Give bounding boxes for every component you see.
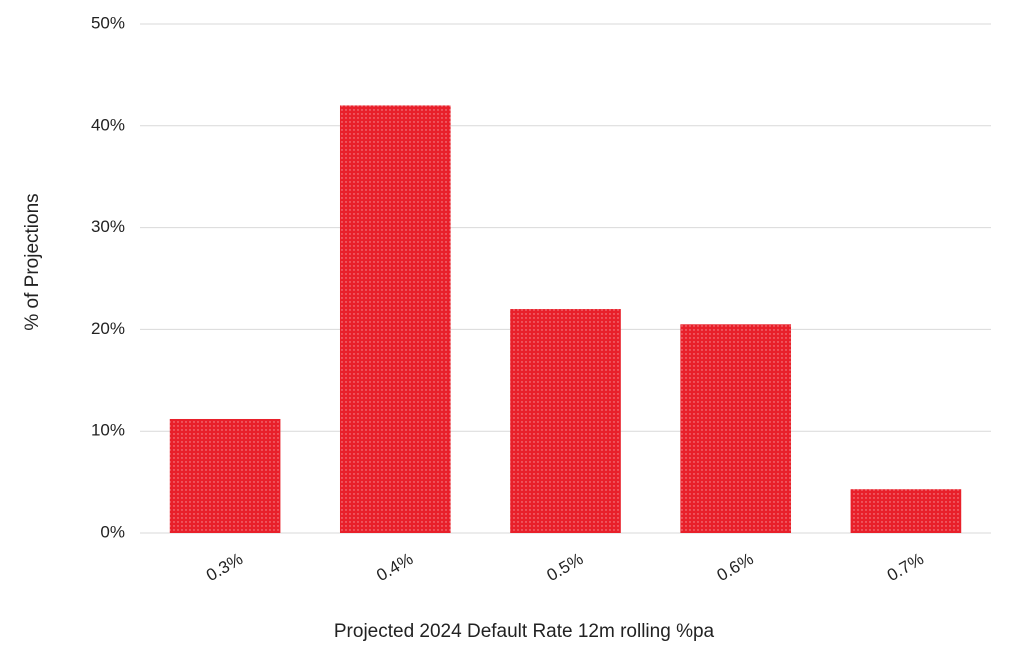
- bar-group: [510, 309, 621, 533]
- x-tick-label: 0.6%: [714, 549, 757, 585]
- y-axis-title: % of Projections: [22, 193, 43, 330]
- x-tick-label: 0.5%: [543, 549, 586, 585]
- x-tick-label: 0.3%: [203, 549, 246, 585]
- x-tick-label: 0.4%: [373, 549, 416, 585]
- y-tick-label: 10%: [91, 421, 125, 440]
- bar-texture: [169, 418, 281, 533]
- bar-texture: [339, 105, 451, 533]
- bar-group: [339, 105, 451, 533]
- bar-group: [850, 489, 962, 533]
- bar-texture: [850, 489, 962, 533]
- y-tick-label: 40%: [91, 115, 125, 134]
- y-tick-label: 50%: [91, 13, 125, 32]
- bar-texture: [510, 309, 621, 533]
- x-axis-title: Projected 2024 Default Rate 12m rolling …: [334, 621, 715, 642]
- bar-group: [680, 324, 792, 533]
- y-tick-label: 20%: [91, 319, 125, 338]
- y-tick-label: 30%: [91, 217, 125, 236]
- bar-texture: [680, 324, 792, 533]
- x-tick-label: 0.7%: [884, 549, 927, 585]
- y-tick-label: 0%: [100, 522, 125, 541]
- bar-group: [169, 418, 281, 533]
